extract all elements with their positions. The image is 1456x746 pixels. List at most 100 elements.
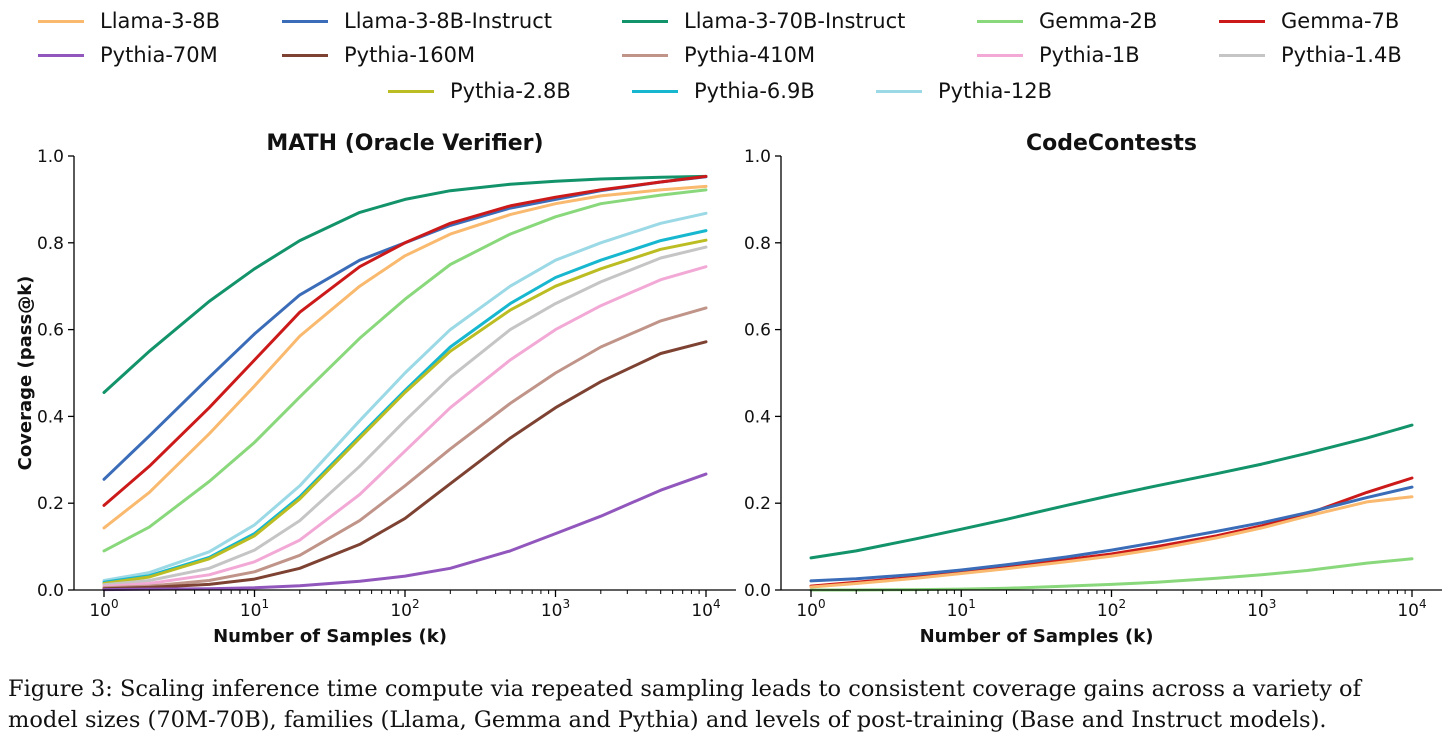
legend-item: Pythia-2.8B bbox=[388, 76, 571, 106]
legend-swatch bbox=[1219, 53, 1265, 57]
x-tick-base: 10 bbox=[796, 601, 818, 621]
legend-label: Llama-3-70B-Instruct bbox=[684, 9, 906, 33]
legend-item: Pythia-12B bbox=[876, 76, 1052, 106]
legend-item: Pythia-160M bbox=[282, 40, 475, 70]
series-line-llama-3-70b-instruct bbox=[809, 423, 1414, 560]
x-tick-base: 10 bbox=[1247, 601, 1269, 621]
legend-item: Pythia-1.4B bbox=[1219, 40, 1402, 70]
series-line-pythia-1b bbox=[102, 265, 708, 588]
x-tick-exponent: 4 bbox=[713, 597, 721, 611]
x-tick-base: 10 bbox=[240, 601, 262, 621]
legend-label: Pythia-2.8B bbox=[450, 79, 571, 103]
x-tick-exponent: 2 bbox=[412, 597, 420, 611]
legend-item: Pythia-6.9B bbox=[632, 76, 815, 106]
y-tick-label: 0.8 bbox=[37, 234, 64, 254]
legend-label: Pythia-160M bbox=[344, 43, 476, 67]
series-line-pythia-160m bbox=[102, 340, 708, 591]
charts-area: MATH (Oracle Verifier) 0.0 0.2 0.4 0.6 0.8 1.0… bbox=[15, 131, 1442, 647]
x-tick-exponent: 0 bbox=[818, 597, 826, 611]
legend-item: Pythia-70M bbox=[38, 40, 218, 70]
x-tick-label: 103 bbox=[1247, 597, 1276, 621]
series-line-pythia-2-8b bbox=[102, 238, 708, 585]
chart-title: CodeContests bbox=[1026, 131, 1197, 156]
x-tick-label: 104 bbox=[691, 597, 720, 621]
y-tick-label: 0.6 bbox=[37, 321, 64, 341]
legend-label: Pythia-410M bbox=[684, 43, 816, 67]
legend-swatch bbox=[38, 53, 84, 57]
legend-swatch bbox=[388, 89, 434, 93]
y-tick-label: 0.8 bbox=[744, 234, 771, 254]
series-line-pythia-6-9b bbox=[102, 229, 708, 584]
series-line-llama-3-8b-instruct bbox=[809, 485, 1414, 583]
legend-label: Pythia-1B bbox=[1039, 43, 1140, 67]
y-tick-label: 0.2 bbox=[744, 494, 771, 514]
x-tick-base: 10 bbox=[89, 601, 111, 621]
x-tick-exponent: 1 bbox=[968, 597, 976, 611]
y-axis-label: Coverage (pass@k) bbox=[15, 276, 36, 471]
x-tick-exponent: 3 bbox=[1269, 597, 1277, 611]
x-tick-base: 10 bbox=[691, 601, 713, 621]
legend-swatch bbox=[632, 89, 678, 93]
y-tick-label: 0.4 bbox=[744, 407, 771, 427]
legend-swatch bbox=[977, 19, 1023, 23]
x-tick-label: 102 bbox=[390, 597, 419, 621]
series-line-llama-3-8b bbox=[809, 495, 1414, 589]
x-tick-base: 10 bbox=[1097, 601, 1119, 621]
x-tick-label: 103 bbox=[541, 597, 570, 621]
legend-item: Llama-3-8B-Instruct bbox=[282, 6, 552, 36]
x-tick-label: 104 bbox=[1397, 597, 1426, 621]
y-tick-label: 0.4 bbox=[37, 407, 64, 427]
x-tick-label: 101 bbox=[240, 597, 269, 621]
legend-swatch bbox=[622, 19, 668, 23]
series-line-llama-3-8b bbox=[102, 184, 708, 530]
x-tick-label: 100 bbox=[89, 597, 118, 621]
x-tick-base: 10 bbox=[1397, 601, 1419, 621]
y-tick-label: 0.6 bbox=[744, 321, 771, 341]
legend-label: Pythia-12B bbox=[938, 79, 1053, 103]
legend-swatch bbox=[1219, 19, 1265, 23]
legend-label: Llama-3-8B-Instruct bbox=[344, 9, 552, 33]
figure-caption: Figure 3: Scaling inference time compute… bbox=[8, 674, 1452, 736]
legend: Llama-3-8B Llama-3-8B-Instruct Llama-3-70B… bbox=[0, 0, 1456, 112]
series-line-gemma-2b bbox=[102, 188, 708, 553]
x-tick-label: 100 bbox=[796, 597, 825, 621]
legend-label: Pythia-6.9B bbox=[694, 79, 815, 103]
y-tick-label: 1.0 bbox=[744, 147, 771, 167]
caption-line-2: model sizes (70M-70B), families (Llama, … bbox=[8, 707, 1327, 733]
y-tick-label: 1.0 bbox=[37, 147, 64, 167]
legend-item: Llama-3-8B bbox=[38, 6, 220, 36]
legend-label: Gemma-2B bbox=[1039, 9, 1158, 33]
x-tick-base: 10 bbox=[390, 601, 412, 621]
y-tick-label: 0.2 bbox=[37, 494, 64, 514]
series-line-llama-3-70b-instruct bbox=[102, 174, 708, 394]
series-line-pythia-12b bbox=[102, 211, 708, 582]
series-line-gemma-7b bbox=[102, 174, 708, 507]
y-tick-label: 0.0 bbox=[37, 581, 64, 601]
legend-swatch bbox=[977, 53, 1023, 57]
x-axis-label: Number of Samples (k) bbox=[920, 626, 1154, 647]
series-line-pythia-410m bbox=[102, 306, 708, 590]
legend-item: Gemma-2B bbox=[977, 6, 1157, 36]
series-line-pythia-1-4b bbox=[102, 245, 708, 587]
legend-label: Pythia-1.4B bbox=[1281, 43, 1402, 67]
series-line-llama-3-8b-instruct bbox=[102, 175, 708, 481]
x-axis-label: Number of Samples (k) bbox=[213, 626, 447, 647]
legend-swatch bbox=[38, 19, 84, 23]
x-tick-exponent: 4 bbox=[1419, 597, 1427, 611]
chart-panel-1: MATH (Oracle Verifier) 0.0 0.2 0.4 0.6 0.8 1.0… bbox=[15, 131, 736, 647]
x-tick-exponent: 0 bbox=[111, 597, 119, 611]
legend-label: Pythia-70M bbox=[100, 43, 218, 67]
y-tick-label: 0.0 bbox=[744, 581, 771, 601]
legend-label: Llama-3-8B bbox=[100, 9, 221, 33]
legend-swatch bbox=[282, 53, 328, 57]
legend-item: Pythia-410M bbox=[622, 40, 815, 70]
legend-swatch bbox=[282, 19, 328, 23]
series-line-pythia-70m bbox=[102, 472, 708, 592]
legend-label: Gemma-7B bbox=[1281, 9, 1400, 33]
legend-item: Gemma-7B bbox=[1219, 6, 1399, 36]
legend-item: Pythia-1B bbox=[977, 40, 1140, 70]
x-tick-base: 10 bbox=[541, 601, 563, 621]
x-tick-exponent: 3 bbox=[563, 597, 571, 611]
x-tick-base: 10 bbox=[947, 601, 969, 621]
